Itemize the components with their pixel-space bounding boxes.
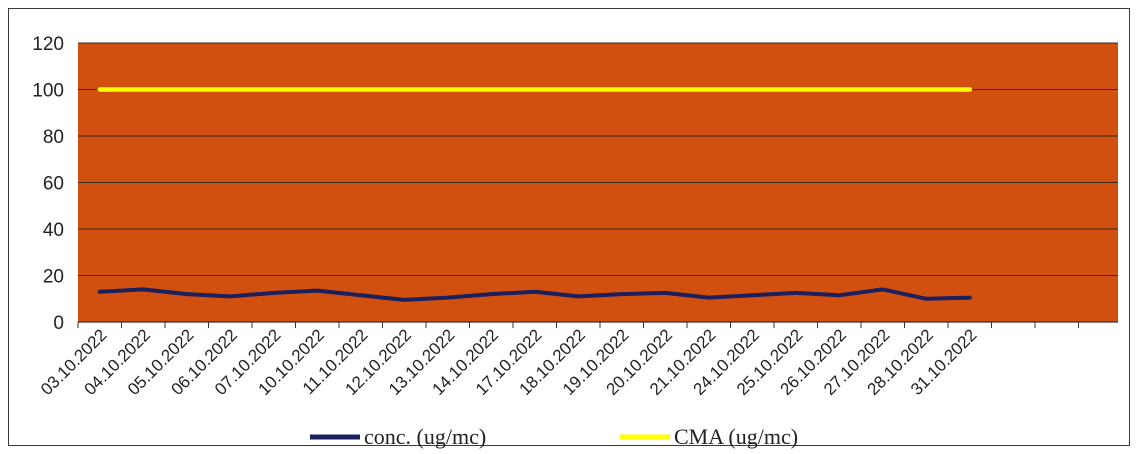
y-tick-label: 100 bbox=[32, 81, 64, 102]
y-axis-ticks: 0 20 40 60 80 100 120 bbox=[32, 34, 64, 334]
y-tick-label: 20 bbox=[43, 267, 64, 288]
legend-label: CMA (ug/mc) bbox=[674, 424, 798, 449]
y-tick-label: 0 bbox=[53, 313, 64, 334]
legend: conc. (ug/mc) CMA (ug/mc) bbox=[310, 424, 798, 449]
y-tick-label: 80 bbox=[43, 127, 64, 148]
y-tick-label: 40 bbox=[43, 220, 64, 241]
series-line bbox=[97, 287, 972, 302]
series-lines bbox=[97, 87, 973, 302]
legend-label: conc. (ug/mc) bbox=[364, 424, 486, 449]
x-axis: 03.10.202204.10.202205.10.202206.10.2022… bbox=[37, 321, 1118, 399]
y-tick-label: 120 bbox=[32, 34, 64, 55]
y-tick-label: 60 bbox=[43, 174, 64, 195]
